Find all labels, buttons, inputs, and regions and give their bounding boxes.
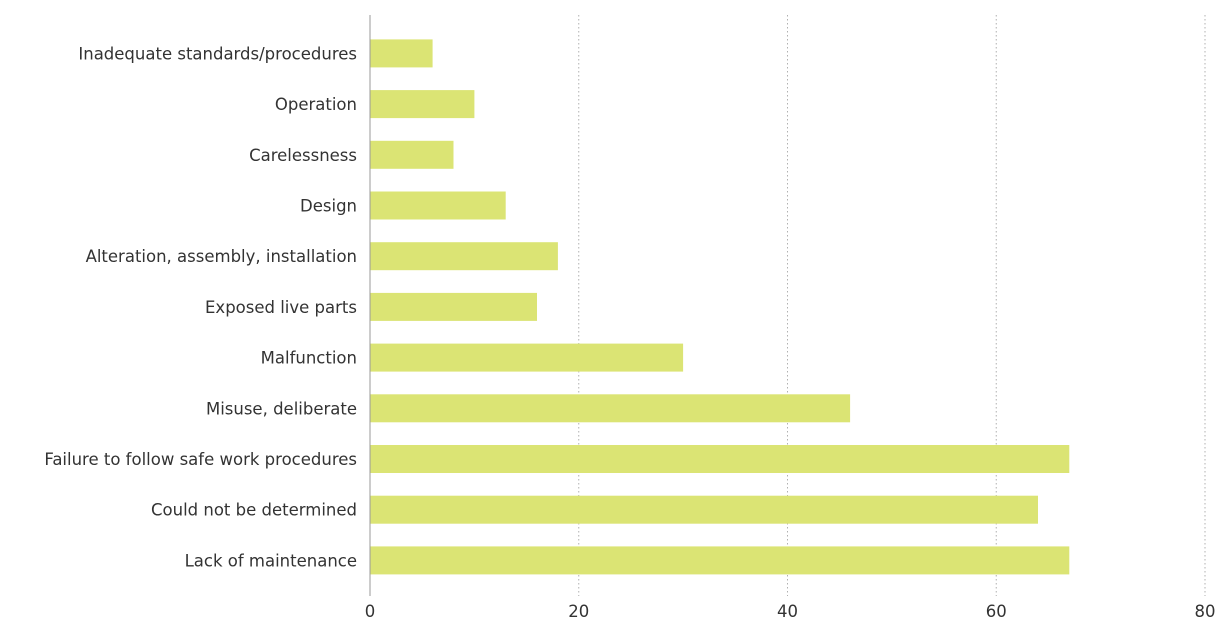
bar-4 [370,242,558,271]
bar-9 [370,495,1038,524]
bar-3 [370,191,506,220]
category-label-8: Failure to follow safe work procedures [44,450,357,469]
bar-5 [370,292,537,321]
bar-1 [370,90,475,119]
category-label-0: Inadequate standards/procedures [78,44,357,63]
category-labels: Inadequate standards/procedures Operation… [44,44,357,570]
bar-0 [370,39,433,68]
category-label-5: Exposed live parts [205,298,357,317]
bar-2 [370,140,454,169]
bar-6 [370,343,684,372]
category-label-4: Alteration, assembly, installation [86,247,357,266]
x-tick-label-20: 20 [568,602,589,621]
category-label-10: Lack of maintenance [185,551,357,570]
x-tick-labels: 0 20 40 60 80 [365,602,1216,621]
x-tick-label-0: 0 [365,602,376,621]
x-tick-label-80: 80 [1195,602,1216,621]
bar-10 [370,546,1070,575]
category-label-9: Could not be determined [151,501,357,520]
x-tick-label-60: 60 [986,602,1007,621]
category-label-6: Malfunction [261,349,357,368]
category-label-3: Design [300,197,357,216]
bars [370,39,1070,575]
x-tick-label-40: 40 [777,602,798,621]
bar-8 [370,445,1070,473]
category-label-7: Misuse, deliberate [206,399,357,418]
bar-7 [370,394,851,423]
category-label-1: Operation [275,95,357,114]
category-label-2: Carelessness [249,146,357,165]
